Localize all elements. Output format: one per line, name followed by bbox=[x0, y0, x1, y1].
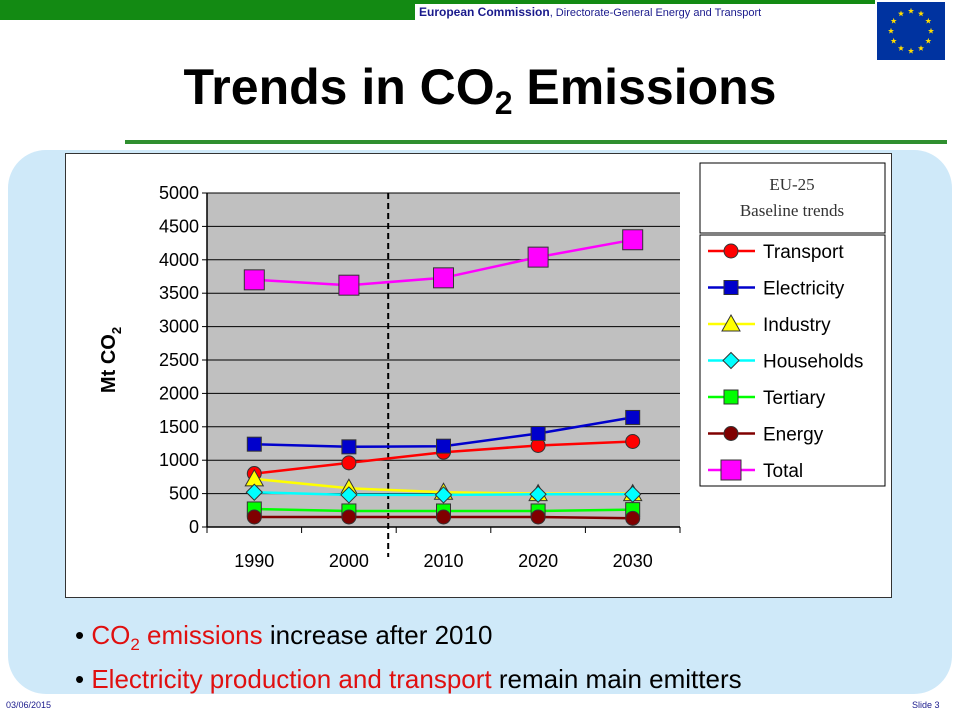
eu-star bbox=[925, 17, 932, 24]
legend-label: Tertiary bbox=[763, 388, 826, 409]
legend-label: Energy bbox=[763, 425, 824, 446]
point-households bbox=[434, 486, 453, 504]
legend-label: Electricity bbox=[763, 279, 845, 300]
point-households bbox=[245, 483, 264, 501]
legend-marker bbox=[721, 313, 741, 332]
y-tick-label: 5000 bbox=[159, 183, 199, 203]
legend-marker bbox=[723, 426, 739, 441]
point-energy bbox=[341, 509, 357, 525]
y-tick-label: 1500 bbox=[159, 417, 199, 437]
eu-flag-icon bbox=[877, 2, 945, 60]
point-electricity bbox=[625, 409, 641, 425]
x-tick-label: 2000 bbox=[329, 551, 369, 571]
y-tick-label: 2000 bbox=[159, 383, 199, 403]
point-electricity bbox=[530, 425, 546, 441]
point-total bbox=[622, 229, 644, 251]
x-tick-label: 2030 bbox=[613, 551, 653, 571]
eu-star bbox=[927, 27, 935, 34]
footer-slide-number: Slide 3 bbox=[912, 700, 940, 710]
header-org: European Commission bbox=[419, 5, 550, 19]
title-rule bbox=[125, 140, 947, 144]
footer-date: 03/06/2015 bbox=[6, 700, 52, 710]
eu-star bbox=[907, 7, 915, 14]
y-tick-label: 1000 bbox=[159, 450, 199, 470]
x-tick-label: 1990 bbox=[234, 551, 274, 571]
point-transport bbox=[625, 433, 641, 449]
eu-star bbox=[897, 10, 905, 17]
point-households bbox=[340, 486, 358, 504]
point-electricity bbox=[436, 438, 451, 454]
point-energy bbox=[246, 509, 262, 525]
bullet-1: • CO2 emissions increase after 2010 bbox=[75, 620, 493, 655]
eu-star bbox=[887, 27, 895, 34]
bullet-2: • Electricity production and transport r… bbox=[75, 664, 742, 695]
point-energy bbox=[436, 509, 451, 525]
eu-star bbox=[890, 37, 897, 44]
legend-label: Households bbox=[763, 352, 863, 373]
legend-marker bbox=[723, 280, 739, 295]
legend-marker bbox=[722, 351, 740, 370]
annotation-text: EU-25 bbox=[769, 175, 814, 194]
annotation-text: Baseline trends bbox=[740, 201, 844, 220]
annotation-box bbox=[699, 162, 886, 234]
legend-marker bbox=[723, 389, 739, 405]
page-title: Trends in CO2 Emissions bbox=[183, 59, 777, 121]
eu-star bbox=[917, 45, 925, 51]
legend-label: Total bbox=[763, 461, 803, 482]
point-energy bbox=[625, 510, 641, 526]
header-dept: , Directorate-General Energy and Transpo… bbox=[549, 7, 762, 19]
point-transport bbox=[341, 455, 357, 471]
legend-marker bbox=[720, 459, 742, 481]
bullet-list: • CO2 emissions increase after 2010 • El… bbox=[75, 618, 742, 696]
y-tick-label: 500 bbox=[169, 484, 199, 504]
point-total bbox=[527, 246, 549, 268]
point-total bbox=[433, 267, 454, 289]
eu-star bbox=[907, 47, 915, 54]
point-electricity bbox=[246, 436, 262, 452]
y-tick-label: 3000 bbox=[159, 317, 199, 337]
eu-star bbox=[925, 37, 932, 44]
point-total bbox=[243, 269, 265, 291]
y-tick-label: 0 bbox=[189, 517, 199, 537]
legend-label: Transport bbox=[763, 242, 844, 263]
x-tick-label: 2010 bbox=[423, 551, 463, 571]
y-tick-label: 3500 bbox=[159, 283, 199, 303]
y-tick-label: 2500 bbox=[159, 350, 199, 370]
point-households bbox=[529, 485, 547, 503]
point-electricity bbox=[341, 439, 357, 455]
y-axis-label: Mt CO2 bbox=[98, 327, 124, 393]
y-tick-label: 4000 bbox=[159, 250, 199, 270]
point-energy bbox=[530, 509, 546, 525]
eu-star bbox=[917, 10, 925, 17]
legend-marker bbox=[723, 243, 739, 259]
y-tick-label: 4500 bbox=[159, 216, 199, 236]
eu-star bbox=[890, 17, 897, 24]
x-tick-label: 2020 bbox=[518, 551, 558, 571]
header-text: European Commission, Directorate-General… bbox=[415, 4, 875, 20]
legend-label: Industry bbox=[763, 315, 831, 336]
co2-emissions-chart: 0 500 1000 1500 2000 2500 3000 3500 4000 4500 5000… bbox=[98, 162, 886, 571]
eu-star bbox=[897, 45, 905, 51]
point-total bbox=[338, 274, 360, 296]
